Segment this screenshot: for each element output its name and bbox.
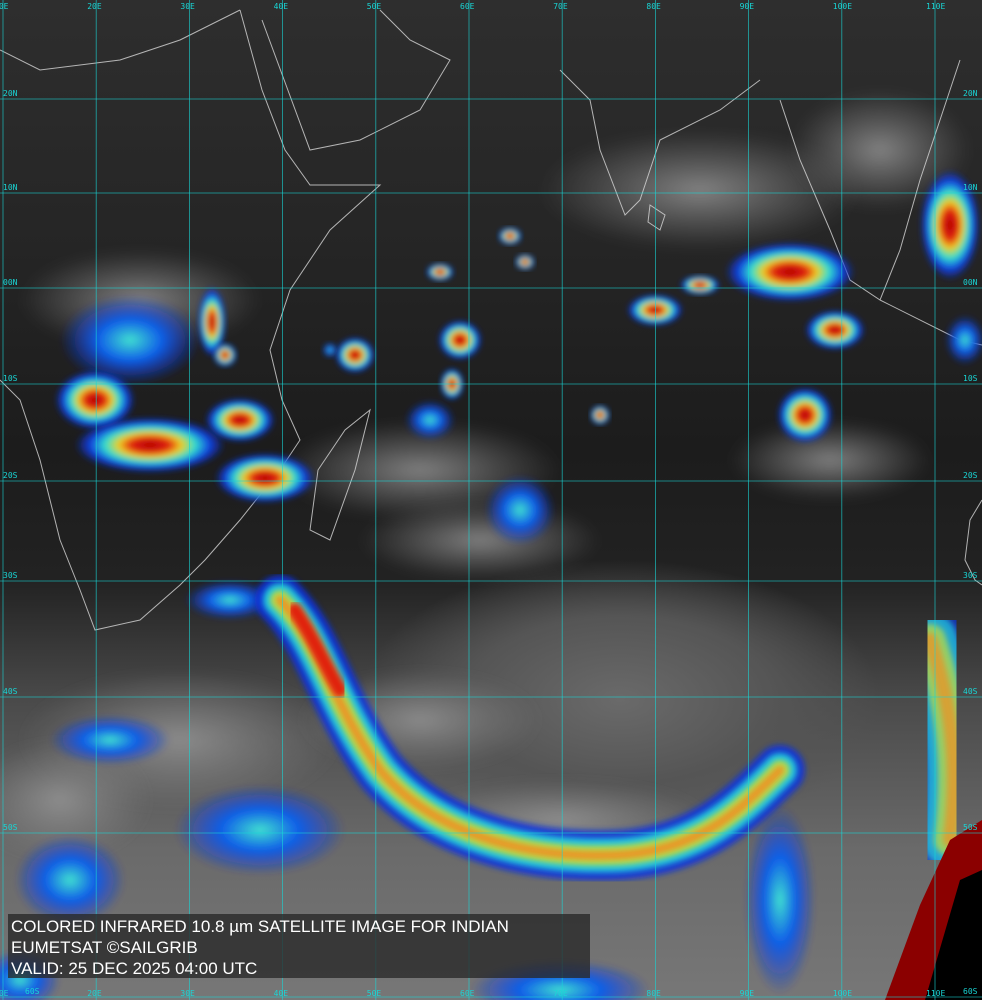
caption-valid-time: VALID: 25 DEC 2025 04:00 UTC <box>11 959 258 978</box>
caption-source: EUMETSAT ©SAILGRIB <box>11 938 198 957</box>
latitude-label-right: 20N <box>963 89 978 98</box>
longitude-label-bottom: 30E <box>180 989 195 998</box>
cloud-cluster <box>515 254 535 270</box>
cold-cloud-core <box>288 603 347 697</box>
cloud-cluster <box>322 342 338 358</box>
longitude-label-bottom: 80E <box>646 989 661 998</box>
image-caption: COLORED INFRARED 10.8 µm SATELLITE IMAGE… <box>8 914 590 978</box>
longitude-label-bottom: 100E <box>832 989 853 998</box>
cloud-cluster <box>15 835 125 925</box>
cloud-cluster <box>485 475 555 545</box>
latitude-label-left: 40S <box>3 687 18 696</box>
longitude-label-top: 50E <box>366 2 382 11</box>
latitude-label-right: 00N <box>963 278 978 287</box>
grey-cloud <box>790 90 970 210</box>
cloud-cluster <box>185 580 275 620</box>
latitude-label-right: 50S <box>963 823 978 832</box>
latitude-label-left: 20N <box>3 89 18 98</box>
cloud-cluster <box>335 337 375 373</box>
longitude-label-bottom: 110E <box>926 989 946 998</box>
latitude-label-right: 20S <box>963 471 978 480</box>
latitude-label-right: 10S <box>963 374 978 383</box>
india-coastline <box>559 69 761 216</box>
longitude-label-top: 60E <box>460 2 475 11</box>
longitude-label-bottom: 10E <box>0 989 9 998</box>
arabia-coastline <box>261 9 451 151</box>
cloud-cluster <box>725 242 855 302</box>
cloud-cluster <box>805 310 865 350</box>
latitude-label-right: 40S <box>963 687 978 696</box>
cloud-cluster <box>215 453 315 503</box>
cloud-cluster <box>945 315 982 365</box>
longitude-label-top: 30E <box>180 2 195 11</box>
cloud-cluster <box>50 715 170 765</box>
latitude-label-right: 30S <box>963 571 978 580</box>
longitude-label-top: 40E <box>273 2 289 11</box>
cloud-cluster <box>426 263 454 281</box>
cloud-cluster <box>745 805 815 995</box>
grey-cloud <box>730 420 930 500</box>
longitude-label-top: 110E <box>926 2 946 11</box>
cloud-cluster <box>175 785 345 875</box>
latitude-label-right: 60S <box>963 987 978 996</box>
longitude-label-top: 80E <box>646 2 661 11</box>
cloud-cluster <box>75 417 225 473</box>
longitude-label-top: 10E <box>0 2 9 11</box>
longitude-label-bottom: 90E <box>739 989 755 998</box>
cloud-cluster <box>405 400 455 440</box>
cloud-cluster <box>590 405 610 425</box>
latitude-label-left: 60S <box>25 987 40 996</box>
madagascar-coastline <box>309 408 371 541</box>
latitude-label-left: 10S <box>3 374 18 383</box>
australia-coastline <box>964 499 982 586</box>
longitude-label-top: 90E <box>739 2 755 11</box>
grey-cloud <box>0 740 150 860</box>
longitude-label-bottom: 50E <box>366 989 382 998</box>
latitude-label-left: 30S <box>3 571 18 580</box>
latitude-label-right: 10N <box>963 183 978 192</box>
srilanka-coastline <box>647 204 666 231</box>
cloud-streak-layer <box>922 632 962 848</box>
longitude-label-bottom: 70E <box>553 989 568 998</box>
cloud-cluster <box>438 320 482 360</box>
longitude-label-top: 100E <box>832 2 853 11</box>
cloud-cluster <box>680 275 720 295</box>
cloud-cluster <box>60 295 200 385</box>
latitude-label-left: 10N <box>3 183 18 192</box>
latitude-label-left: 00N <box>3 278 18 287</box>
grey-cloud <box>540 130 860 250</box>
cloud-cluster <box>205 398 275 442</box>
longitude-label-top: 70E <box>553 2 568 11</box>
frontal-cloud-band <box>255 575 982 881</box>
space-background <box>925 870 982 1000</box>
latitude-label-left: 20S <box>3 471 18 480</box>
grey-cloud <box>360 500 600 580</box>
cloud-cluster <box>498 227 522 245</box>
cloud-cluster <box>55 370 135 430</box>
caption-title: COLORED INFRARED 10.8 µm SATELLITE IMAGE… <box>11 917 509 936</box>
longitude-label-bottom: 40E <box>273 989 289 998</box>
longitude-label-bottom: 60E <box>460 989 475 998</box>
cloud-cluster <box>777 387 833 443</box>
cloud-cluster <box>213 343 237 367</box>
longitude-label-top: 20E <box>87 2 102 11</box>
cloud-cluster <box>198 287 226 357</box>
longitude-label-bottom: 20E <box>87 989 102 998</box>
latitude-label-left: 50S <box>3 823 18 832</box>
